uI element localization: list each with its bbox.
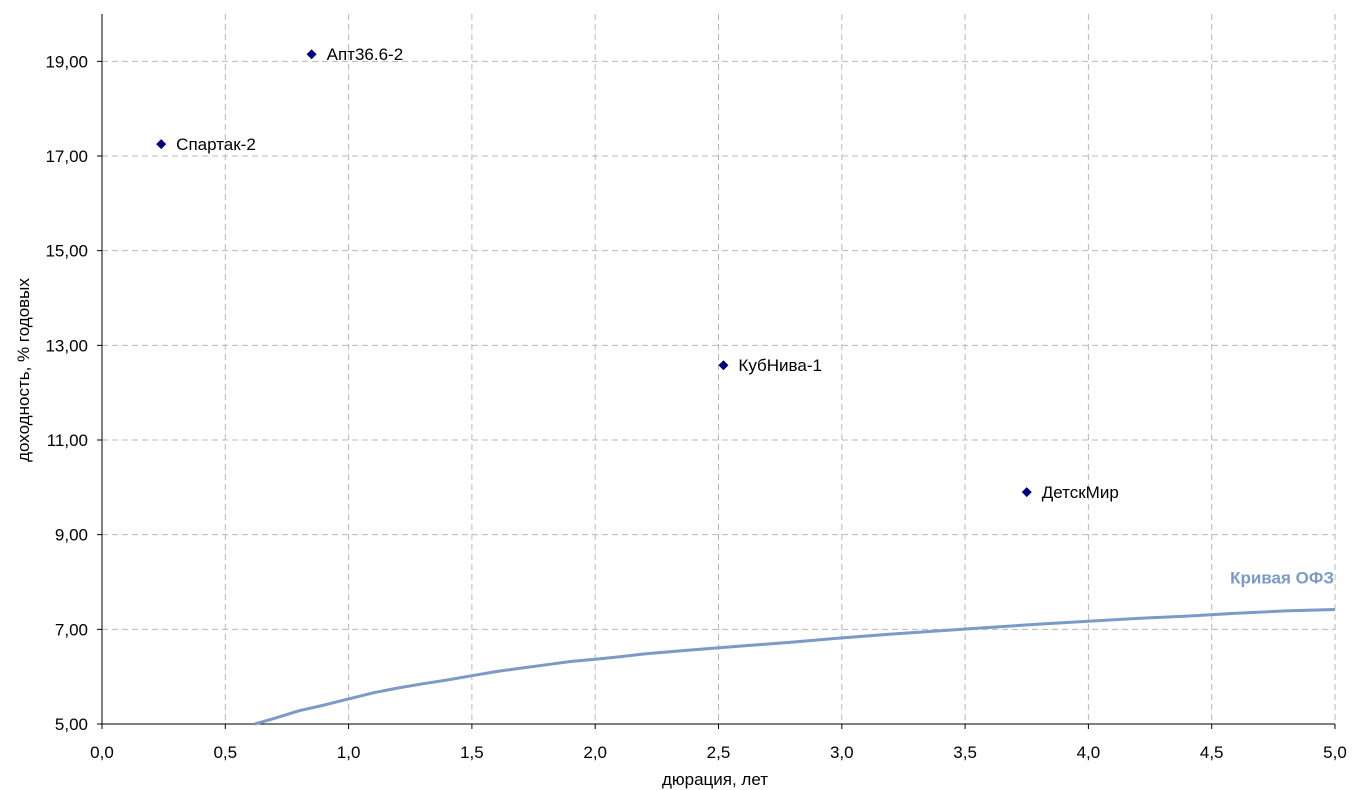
ofz-curve-label: Кривая ОФЗ [1230,568,1334,587]
point-label: Спартак-2 [176,135,256,154]
x-tick-label: 2,5 [707,743,731,762]
y-tick-label: 7,00 [55,620,88,639]
x-tick-label: 4,5 [1200,743,1224,762]
x-tick-label: 0,0 [90,743,114,762]
x-tick-label: 3,5 [953,743,977,762]
y-tick-label: 19,00 [45,52,88,71]
x-tick-label: 3,0 [830,743,854,762]
x-tick-label: 0,5 [213,743,237,762]
x-tick-label: 4,0 [1077,743,1101,762]
point-marker [156,139,167,150]
point-label: Апт36.6-2 [327,45,404,64]
y-tick-label: 17,00 [45,147,88,166]
y-axis-title: доходность, % годовых [14,278,33,462]
point-marker [718,360,729,371]
y-tick-label: 9,00 [55,526,88,545]
point-label: ДетскМир [1042,483,1119,502]
axes [97,14,1336,729]
x-tick-label: 1,5 [460,743,484,762]
point-label: КубНива-1 [738,356,822,375]
y-tick-label: 11,00 [47,431,88,450]
ofz-curve-line [254,608,1336,726]
y-tick-labels: 5,00 7,00 9,00 11,00 13,00 15,00 17,00 19,00 [45,52,88,734]
bond-points: Спартак-2 Апт36.6-2 КубНива-1 ДетскМир [156,45,1119,502]
x-tick-label: 1,0 [337,743,361,762]
x-axis-title: дюрация, лет [662,770,768,789]
y-tick-label: 13,00 [45,336,88,355]
ofz-curve: Кривая ОФЗ [254,568,1336,726]
x-tick-label: 5,0 [1323,743,1347,762]
point-marker [306,49,317,60]
point-marker [1021,487,1032,498]
x-tick-labels: 0,0 0,5 1,0 1,5 2,0 2,5 3,0 3,5 4,0 4,5 5,0 [90,743,1347,762]
y-tick-label: 15,00 [45,242,88,261]
x-tick-label: 2,0 [583,743,607,762]
grid-lines [102,14,1336,724]
y-tick-label: 5,00 [55,715,88,734]
